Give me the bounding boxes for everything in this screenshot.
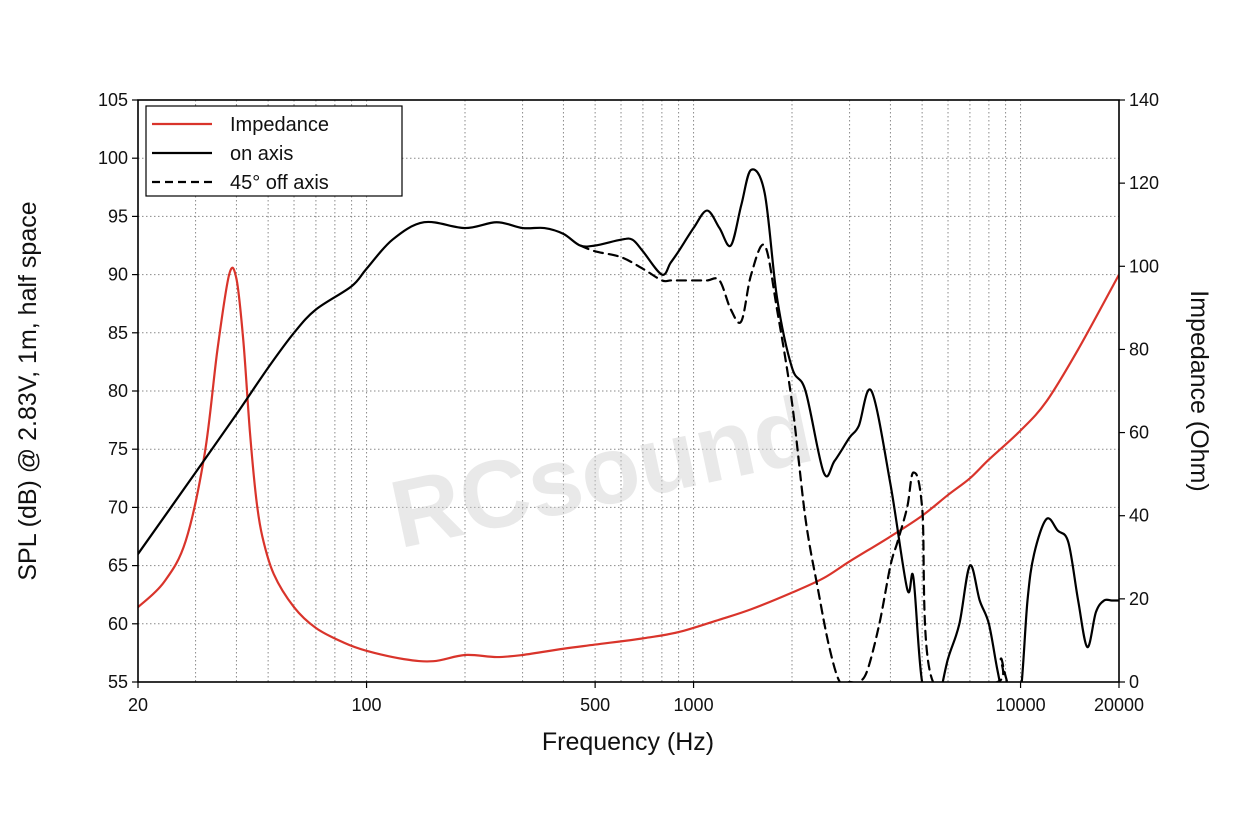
y-tick-label: 80 — [108, 381, 128, 401]
y2-tick-label: 0 — [1129, 672, 1139, 692]
y-tick-label: 55 — [108, 672, 128, 692]
series-line-45-off-axis — [579, 243, 1009, 682]
y2-tick-label: 20 — [1129, 589, 1149, 609]
y-tick-label: 95 — [108, 206, 128, 226]
y2-tick-label: 120 — [1129, 173, 1159, 193]
plot-background — [138, 100, 1119, 682]
x-tick-label: 20 — [128, 695, 148, 715]
legend: Impedance on axis 45° off axis — [145, 105, 403, 197]
y-axis-ticks: 55 60 65 70 75 80 85 90 95 100 105 — [98, 90, 138, 692]
y2-axis-ticks: 0 20 40 60 80 100 120 140 — [1119, 90, 1159, 692]
y2-tick-label: 100 — [1129, 256, 1159, 276]
x-axis-title: Frequency (Hz) — [542, 728, 714, 756]
legend-label-off-axis: 45° off axis — [230, 172, 329, 194]
y-tick-label: 85 — [108, 323, 128, 343]
x-tick-label: 500 — [580, 695, 610, 715]
legend-label-impedance: Impedance — [230, 114, 329, 136]
series-line-impedance — [138, 266, 1119, 663]
grid — [138, 100, 1119, 682]
y-tick-label: 60 — [108, 614, 128, 634]
series-line-on-axis — [138, 168, 1119, 682]
legend-label-on-axis: on axis — [230, 143, 293, 165]
y-tick-label: 105 — [98, 90, 128, 110]
x-axis-ticks: 20 100 500 1000 10000 20000 — [128, 682, 1144, 715]
series-layer — [138, 168, 1119, 682]
y-tick-label: 65 — [108, 556, 128, 576]
x-tick-label: 10000 — [996, 695, 1046, 715]
y-tick-label: 70 — [108, 497, 128, 517]
y-tick-label: 75 — [108, 439, 128, 459]
legend-box — [145, 105, 403, 197]
x-tick-label: 20000 — [1094, 695, 1144, 715]
x-tick-label: 1000 — [674, 695, 714, 715]
y-tick-label: 100 — [98, 148, 128, 168]
y-axis-title: SPL (dB) @ 2.83V, 1m, half space — [14, 201, 42, 580]
y2-tick-label: 80 — [1129, 339, 1149, 359]
x-tick-label: 100 — [352, 695, 382, 715]
y2-tick-label: 40 — [1129, 506, 1149, 526]
y-tick-label: 90 — [108, 265, 128, 285]
y2-tick-label: 140 — [1129, 90, 1159, 110]
y2-tick-label: 60 — [1129, 423, 1149, 443]
y2-axis-title: Impedance (Ohm) — [1185, 290, 1213, 491]
